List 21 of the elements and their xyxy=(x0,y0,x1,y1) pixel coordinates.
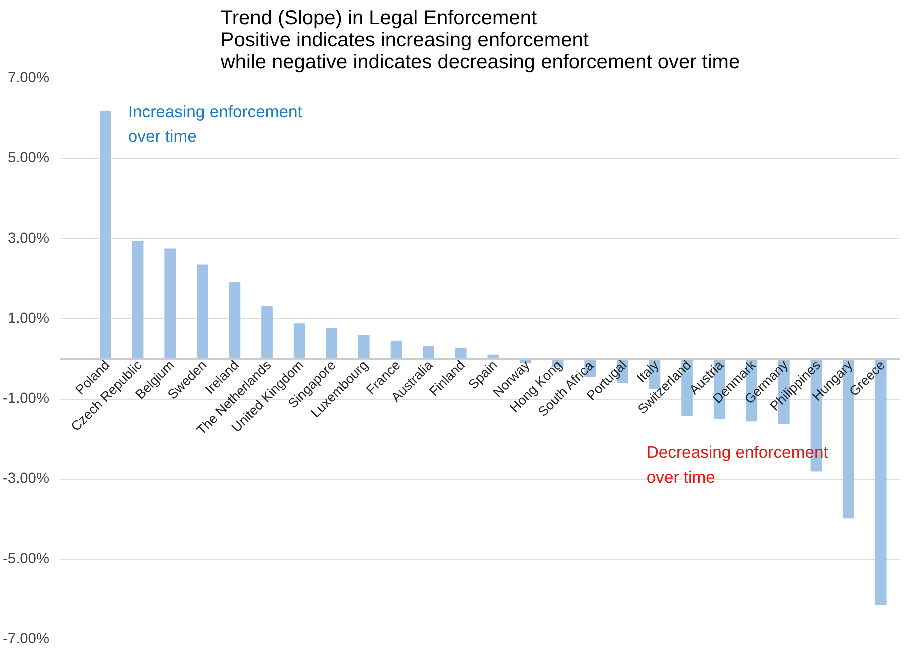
annotation: Increasing enforcement over time xyxy=(128,102,303,146)
bar xyxy=(196,264,208,360)
bar xyxy=(423,346,434,360)
y-tick-label: 3.00% xyxy=(8,230,50,247)
y-tick-label: -5.00% xyxy=(3,551,50,568)
y-tick-label: -3.00% xyxy=(3,471,50,488)
bar xyxy=(229,282,241,360)
y-tick-label: 7.00% xyxy=(8,70,50,86)
bar xyxy=(164,248,176,360)
bar xyxy=(132,241,144,360)
y-tick-label: -1.00% xyxy=(3,391,50,408)
bar xyxy=(100,111,112,360)
bar xyxy=(294,324,306,360)
bar xyxy=(358,335,370,360)
y-tick-label: -7.00% xyxy=(3,632,50,648)
annotation: Decreasing enforcement over time xyxy=(646,443,829,487)
bar xyxy=(262,306,273,360)
bar xyxy=(326,328,338,360)
y-tick-label: 1.00% xyxy=(8,310,50,327)
y-tick-label: 5.00% xyxy=(8,150,50,167)
chart-title: Trend (Slope) in Legal Enforcement Positive indicates increasing enforcement while negative indicates decreasing enforcement over time xyxy=(220,8,740,74)
